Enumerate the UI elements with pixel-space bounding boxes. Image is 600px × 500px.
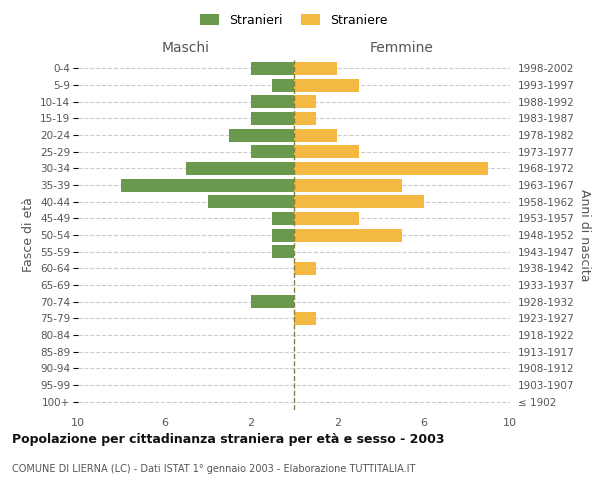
Text: Maschi: Maschi [162,41,210,55]
Bar [294,95,316,108]
Bar [294,262,316,275]
Bar [272,78,294,92]
Bar [272,228,294,241]
Bar [272,245,294,258]
Bar [251,295,294,308]
Bar [294,62,337,75]
Bar [294,78,359,92]
Bar [294,212,359,225]
Bar [294,112,316,125]
Bar [251,145,294,158]
Bar [294,312,316,325]
Bar [294,228,402,241]
Bar [294,128,337,141]
Bar [251,62,294,75]
Bar [294,178,402,192]
Bar [186,162,294,175]
Bar [294,145,359,158]
Text: COMUNE DI LIERNA (LC) - Dati ISTAT 1° gennaio 2003 - Elaborazione TUTTITALIA.IT: COMUNE DI LIERNA (LC) - Dati ISTAT 1° ge… [12,464,415,474]
Bar [251,112,294,125]
Legend: Stranieri, Straniere: Stranieri, Straniere [196,8,392,32]
Text: Popolazione per cittadinanza straniera per età e sesso - 2003: Popolazione per cittadinanza straniera p… [12,432,445,446]
Bar [121,178,294,192]
Bar [294,162,488,175]
Bar [294,195,424,208]
Text: Femmine: Femmine [370,41,434,55]
Bar [229,128,294,141]
Bar [251,95,294,108]
Y-axis label: Fasce di età: Fasce di età [22,198,35,272]
Y-axis label: Anni di nascita: Anni di nascita [578,188,591,281]
Bar [272,212,294,225]
Bar [208,195,294,208]
